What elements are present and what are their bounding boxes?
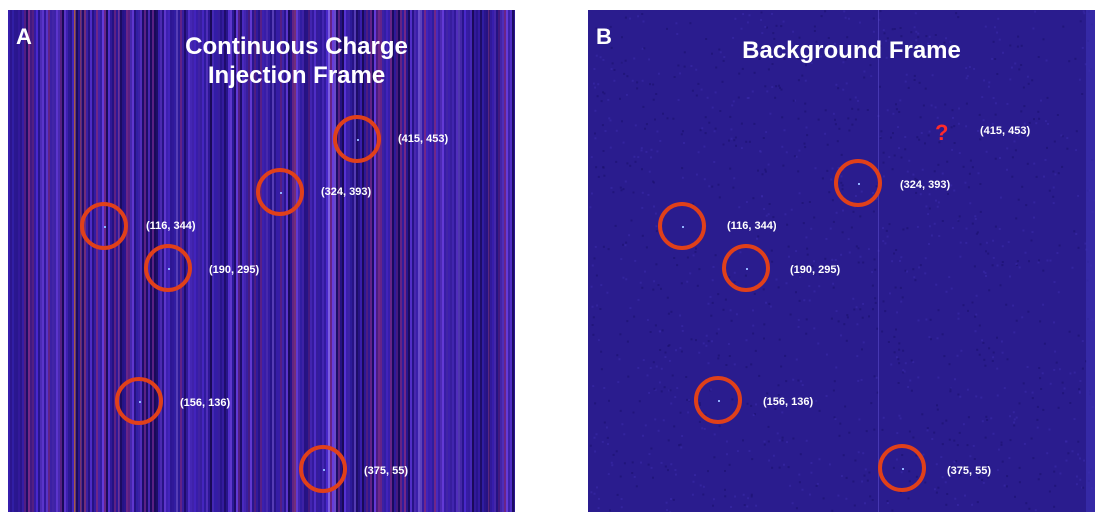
marker-a-375-55 <box>299 445 347 493</box>
marker-b-375-55 <box>878 444 926 492</box>
label-a-324-393: (324, 393) <box>321 186 372 198</box>
marker-a-324-393 <box>256 168 304 216</box>
panel-title-a: Continuous Charge Injection Frame <box>8 32 515 90</box>
marker-b-190-295 <box>722 244 770 292</box>
label-a-190-295: (190, 295) <box>209 264 260 276</box>
panel-letter-b: B <box>596 24 612 49</box>
marker-b-324-393 <box>834 159 882 207</box>
marker-a-415-453 <box>333 115 381 163</box>
label-a-375-55: (375, 55) <box>364 465 409 477</box>
background-image <box>588 10 1095 512</box>
marker-b-156-136 <box>694 376 742 424</box>
label-a-415-453: (415, 453) <box>398 133 449 145</box>
panel-title-a-line2: Injection Frame <box>207 62 386 89</box>
marker-a-116-344 <box>80 202 128 250</box>
unknown-location-mark: ? <box>935 120 949 145</box>
panel-letter-a: A <box>16 24 32 49</box>
marker-a-190-295 <box>144 244 192 292</box>
marker-b-116-344 <box>658 202 706 250</box>
label-b-116-344: (116, 344) <box>727 220 777 232</box>
panel-title-b: Background Frame <box>742 37 961 64</box>
label-b-324-393: (324, 393) <box>900 179 951 191</box>
panel-title-a-line1: Continuous Charge <box>185 33 408 60</box>
marker-a-156-136 <box>115 377 163 425</box>
label-b-190-295: (190, 295) <box>790 264 841 276</box>
label-b-156-136: (156, 136) <box>763 396 814 408</box>
panel-a: A Continuous Charge Injection Frame (415… <box>8 10 515 512</box>
label-a-116-344: (116, 344) <box>146 220 196 232</box>
label-b-415-453: (415, 453) <box>980 125 1031 137</box>
label-b-375-55: (375, 55) <box>947 465 992 477</box>
charge-injection-image <box>8 10 515 512</box>
panel-b: B Background Frame ? (415, 453) (324, 39… <box>588 10 1095 512</box>
label-a-156-136: (156, 136) <box>180 397 231 409</box>
